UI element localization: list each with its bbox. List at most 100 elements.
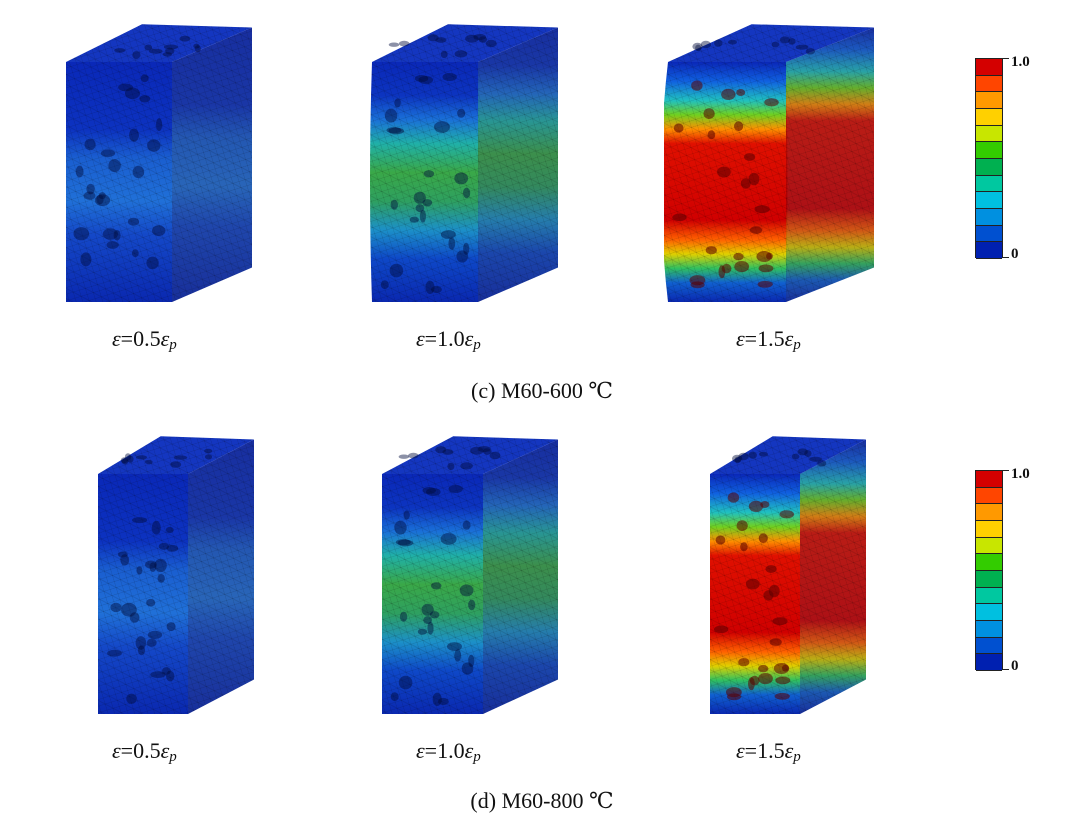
specimen-front-mesh	[66, 62, 172, 302]
specimen-pore	[380, 280, 389, 290]
specimen-pore	[734, 121, 744, 132]
specimen-pore	[162, 667, 171, 675]
specimen-pore	[422, 199, 433, 207]
specimen-pore	[764, 98, 779, 107]
specimen-top-pore	[473, 34, 487, 41]
specimen-pore	[423, 170, 435, 178]
specimen-pore	[413, 191, 426, 204]
panel-c: ε=0.5εp ε=1.0εp ε=1.5εp (c) M60-600 ℃ 1.…	[66, 16, 1030, 403]
specimen-pore	[758, 264, 774, 273]
specimen-c-1-5	[664, 16, 874, 306]
specimen-top-pore	[695, 44, 702, 52]
specimen-top-pore	[440, 50, 448, 59]
specimen-top-pore	[700, 40, 712, 49]
panel-d: ε=0.5εp ε=1.0εp ε=1.5εp (d) M60-800 ℃ 1.…	[0, 420, 1080, 840]
specimen-pore	[390, 199, 398, 210]
specimen-top-pore	[447, 462, 455, 471]
specimen-pore	[132, 517, 148, 524]
specimen-front-mesh	[710, 474, 800, 714]
specimen-pore	[468, 599, 476, 611]
specimen-top-pore	[454, 50, 468, 58]
specimen-side-mesh	[786, 27, 874, 302]
specimen-side-mesh	[483, 439, 558, 714]
specimen-pore	[426, 488, 441, 496]
specimen-pore	[672, 213, 687, 222]
specimen-top-pore	[132, 51, 141, 60]
specimen-top-pore	[193, 43, 200, 49]
strain-label-d-1-0: ε=1.0εp	[416, 738, 481, 765]
specimen-top-pore	[692, 42, 703, 51]
specimen-pore	[769, 638, 782, 646]
specimen-pore	[429, 611, 440, 619]
specimen-top-pore	[148, 48, 163, 54]
specimen-pore	[152, 225, 166, 237]
specimen-pore	[726, 687, 742, 698]
specimen-pore	[127, 217, 140, 226]
specimen-side-mesh	[188, 439, 254, 714]
specimen-pore	[418, 76, 434, 84]
specimen-pore	[129, 612, 140, 623]
specimen-pore	[388, 127, 404, 135]
specimen-pore	[117, 551, 128, 558]
specimen-pore	[749, 675, 760, 686]
specimen-top-pore	[758, 451, 768, 457]
specimen-pore	[100, 149, 116, 157]
specimen-pore	[84, 138, 96, 151]
specimen-pore	[386, 127, 402, 134]
specimen-pore	[149, 562, 157, 572]
specimen-pore	[151, 520, 161, 535]
specimen-pore	[768, 584, 780, 598]
specimen-top-pore	[442, 449, 454, 455]
specimen-pore	[447, 642, 462, 651]
legend-c-colorbar	[975, 58, 1003, 259]
specimen-pore	[146, 256, 159, 270]
specimen-top-pore	[478, 446, 491, 453]
specimen-side-mesh	[172, 27, 252, 302]
specimen-pore	[425, 280, 435, 294]
specimen-top-pore	[388, 42, 400, 47]
specimen-pore	[397, 539, 414, 547]
specimen-pore	[135, 636, 146, 650]
specimen-pore	[98, 192, 106, 200]
specimen-pore	[166, 622, 176, 632]
specimen-pore	[463, 242, 470, 255]
specimen-top-pore	[435, 446, 447, 454]
specimen-pore	[757, 280, 773, 288]
specimen-pore	[756, 251, 772, 262]
strain-label-d-1-5: ε=1.5εp	[736, 738, 801, 765]
strain-label-d-0-5: ε=0.5εp	[112, 738, 177, 765]
specimen-pore	[448, 237, 456, 250]
specimen-pore	[454, 649, 462, 662]
specimen-top-pore	[489, 451, 501, 460]
specimen-pore	[703, 108, 715, 119]
specimen-pore	[427, 621, 434, 635]
specimen-pore	[108, 159, 121, 173]
specimen-pore	[423, 616, 432, 625]
specimen-pore	[147, 630, 163, 639]
specimen-top-mesh	[382, 436, 558, 474]
specimen-top-pore	[460, 462, 473, 470]
specimen-top-mesh	[98, 436, 254, 474]
specimen-pore	[442, 73, 457, 81]
specimen-pore	[748, 172, 760, 186]
specimen-pore	[94, 194, 111, 207]
specimen-pore	[158, 542, 170, 550]
specimen-front-mesh	[382, 474, 483, 714]
specimen-pore	[673, 123, 684, 133]
specimen-top-pore	[144, 44, 152, 51]
specimen-top-mesh	[668, 24, 874, 62]
specimen-pore	[736, 520, 748, 531]
specimen-pore	[740, 178, 751, 189]
specimen-top-pore	[465, 34, 479, 43]
specimen-top-pore	[470, 446, 484, 455]
caption-c: (c) M60-600 ℃	[471, 378, 613, 403]
specimen-pore	[389, 263, 404, 278]
specimen-pore	[448, 485, 463, 493]
specimen-pore	[156, 118, 163, 132]
specimen-top-pore	[485, 39, 497, 48]
specimen-pore	[110, 602, 122, 613]
specimen-pore	[459, 584, 474, 597]
specimen-pore	[83, 191, 96, 200]
specimen-top-pore	[427, 34, 439, 42]
specimen-pore	[120, 554, 130, 566]
